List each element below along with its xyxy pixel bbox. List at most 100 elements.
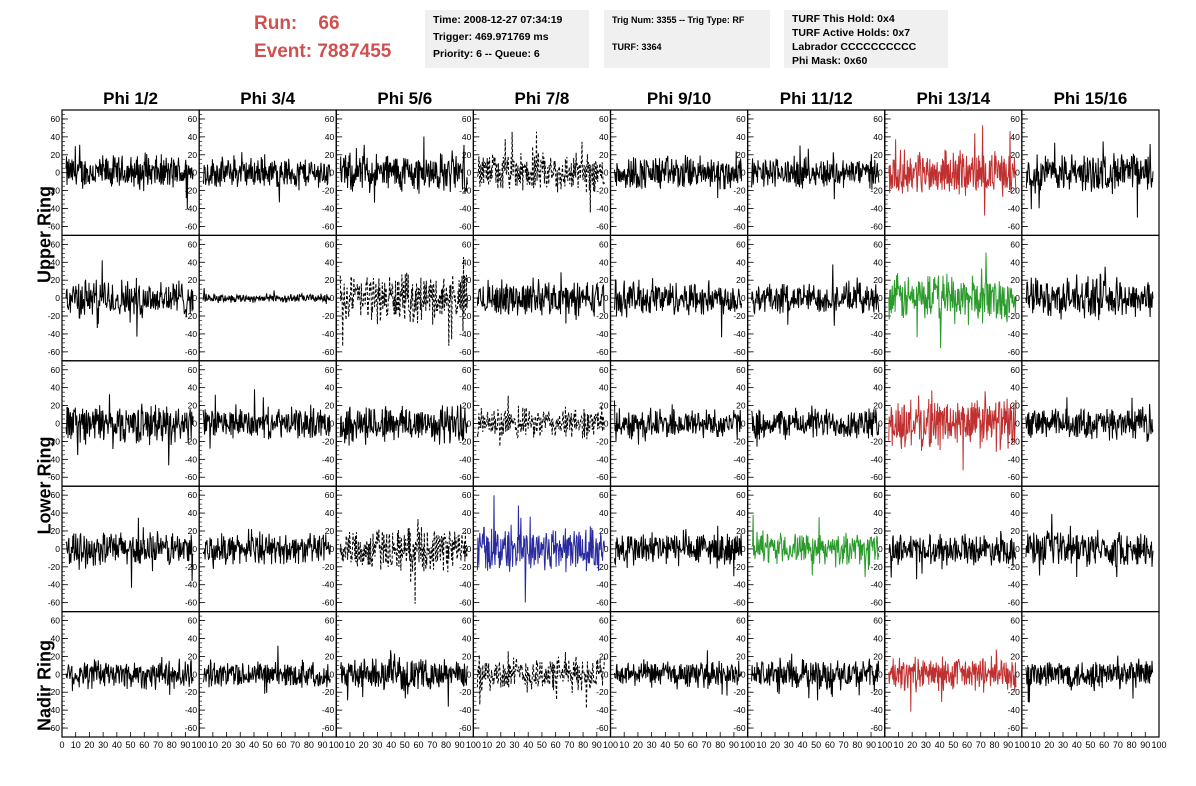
y-tick-label: 20	[873, 401, 883, 411]
y-tick-label: -20	[459, 186, 472, 196]
x-tick-label: 40	[386, 740, 396, 750]
info-trigger: Trigger: 469.971769 ms	[433, 31, 549, 43]
y-tick-label: -20	[322, 436, 335, 446]
x-tick-label: 60	[825, 740, 835, 750]
y-tick-label: 20	[325, 651, 335, 661]
y-tick-label: 20	[51, 150, 61, 160]
y-tick-label: -20	[1008, 562, 1021, 572]
x-tick-label: 80	[989, 740, 999, 750]
y-tick-label: -60	[870, 221, 883, 231]
waveform-trace	[202, 287, 331, 304]
panel: -60 -40 -20 0 20 40 60	[459, 610, 612, 738]
y-tick-label: -20	[185, 186, 198, 196]
x-tick-label: 60	[688, 740, 698, 750]
y-tick-label: -40	[733, 329, 746, 339]
y-tick-label: 40	[188, 383, 198, 393]
y-tick-label: -60	[870, 723, 883, 733]
x-tick-label: 100	[192, 740, 207, 750]
y-tick-label: -40	[459, 454, 472, 464]
waveform-trace	[751, 514, 880, 578]
y-tick-label: 0	[604, 419, 609, 429]
y-tick-label: 40	[188, 132, 198, 142]
y-tick-label: 20	[462, 150, 472, 160]
x-tick-label: 10	[756, 740, 766, 750]
y-tick-label: 0	[1015, 544, 1020, 554]
x-tick-label: 20	[84, 740, 94, 750]
y-tick-label: 0	[55, 168, 60, 178]
run-event-label: Run: 66 Event: 7887455	[254, 10, 391, 66]
panel: -60 -40 -20 0 20 40 60	[596, 610, 749, 738]
y-tick-label: -20	[48, 436, 61, 446]
y-tick-label: 0	[55, 669, 60, 679]
waveform-trace	[888, 125, 1017, 216]
x-tick-label: 10	[893, 740, 903, 750]
x-tick-label: 70	[976, 740, 986, 750]
x-tick-label: 50	[1085, 740, 1095, 750]
waveform-trace	[614, 400, 742, 445]
y-tick-label: 20	[873, 651, 883, 661]
y-tick-label: 0	[741, 419, 746, 429]
panel: -60 -40 -20 0 20 40 60	[459, 109, 612, 237]
y-tick-label: 40	[462, 257, 472, 267]
y-tick-label: -20	[870, 436, 883, 446]
y-tick-label: -20	[1008, 311, 1021, 321]
x-tick-label: 50	[400, 740, 410, 750]
y-tick-label: 20	[462, 526, 472, 536]
y-tick-label: -40	[596, 705, 609, 715]
y-tick-label: 20	[188, 150, 198, 160]
waveform-trace	[339, 519, 468, 604]
y-tick-label: -60	[185, 723, 198, 733]
y-tick-label: -60	[1008, 472, 1021, 482]
info-box-time: Time: 2008-12-27 07:34:19 Trigger: 469.9…	[425, 10, 589, 68]
x-tick-label: 70	[153, 740, 163, 750]
y-tick-label: -40	[185, 329, 198, 339]
y-tick-label: -60	[870, 472, 883, 482]
x-tick-label: 90	[592, 740, 602, 750]
y-tick-label: -20	[1008, 687, 1021, 697]
y-tick-label: 0	[1015, 168, 1020, 178]
y-tick-label: 60	[325, 114, 335, 124]
info-box-turf: TURF This Hold: 0x4 TURF Active Holds: 0…	[784, 10, 948, 68]
x-tick-label: 100	[877, 740, 892, 750]
y-tick-label: 60	[188, 239, 198, 249]
waveform-trace	[202, 645, 331, 694]
y-tick-label: 60	[462, 365, 472, 375]
y-tick-label: 40	[599, 508, 609, 518]
y-tick-label: 40	[462, 132, 472, 142]
x-tick-label: 80	[304, 740, 314, 750]
panel: -60 -40 -20 0 20 40 60	[322, 485, 474, 613]
y-tick-label: 40	[736, 257, 746, 267]
x-tick-label: 70	[839, 740, 849, 750]
y-tick-label: 60	[325, 490, 335, 500]
panel: -60 -40 -20 0 20 40 60	[322, 109, 474, 237]
y-tick-label: 40	[188, 633, 198, 643]
y-tick-label: -20	[185, 687, 198, 697]
column-title: Phi 7/8	[515, 89, 570, 108]
info-trig-num: Trig Num: 3355 -- Trig Type: RF	[612, 15, 745, 25]
x-tick-label: 10	[71, 740, 81, 750]
y-tick-label: 40	[736, 633, 746, 643]
panel: -60 -40 -20 0 20 40 60	[48, 360, 200, 487]
y-tick-label: -60	[596, 221, 609, 231]
y-tick-label: 60	[51, 490, 61, 500]
x-tick-label: 100	[329, 740, 344, 750]
y-tick-label: 60	[462, 239, 472, 249]
waveform-trace	[1025, 266, 1154, 321]
y-tick-label: -60	[1008, 221, 1021, 231]
y-tick-label: 60	[736, 114, 746, 124]
y-tick-label: 20	[462, 651, 472, 661]
waveform-trace	[888, 252, 1017, 349]
y-tick-label: -60	[459, 221, 472, 231]
y-tick-label: 0	[192, 293, 197, 303]
y-tick-label: -40	[48, 329, 61, 339]
info-box-trig: Trig Num: 3355 -- Trig Type: RF TURF: 33…	[604, 10, 770, 68]
y-tick-label: 40	[1010, 633, 1020, 643]
y-tick-label: 40	[325, 132, 335, 142]
x-tick-label: 90	[180, 740, 190, 750]
y-tick-label: 60	[51, 114, 61, 124]
y-tick-label: 40	[599, 132, 609, 142]
y-tick-label: -40	[733, 204, 746, 214]
y-tick-label: 60	[1010, 114, 1020, 124]
x-tick-label: 20	[1044, 740, 1054, 750]
